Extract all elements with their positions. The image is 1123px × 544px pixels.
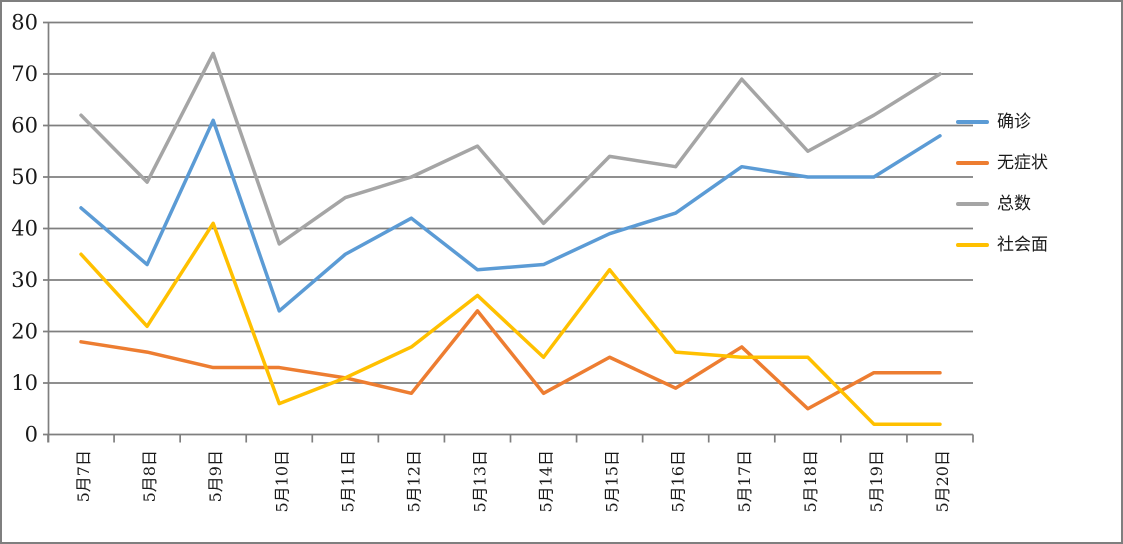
x-axis-label: 5月13日	[470, 450, 489, 513]
chart-legend: 确诊 无症状 总数 社会面	[956, 112, 1048, 255]
legend-item-total: 总数	[956, 194, 1048, 214]
series-line-2	[79, 51, 942, 246]
x-axis-label: 5月11日	[338, 450, 357, 513]
x-axis-label: 5月18日	[801, 450, 820, 513]
x-axis-label: 5月19日	[867, 450, 886, 513]
x-axis-label: 5月17日	[735, 450, 754, 513]
x-axis-label: 5月8日	[140, 450, 159, 502]
series-line-0	[79, 118, 942, 313]
legend-swatch-confirmed	[956, 120, 989, 124]
x-axis-label: 5月16日	[669, 450, 688, 513]
x-axis-label: 5月7日	[74, 450, 93, 502]
legend-label-community: 社会面	[997, 235, 1048, 255]
y-axis-label: 30	[11, 268, 38, 292]
legend-swatch-total	[956, 202, 989, 206]
x-axis-label: 5月10日	[272, 450, 291, 513]
x-axis-label: 5月12日	[404, 450, 423, 513]
x-axis-label: 5月9日	[206, 450, 225, 502]
y-axis-label: 40	[11, 217, 38, 241]
x-axis-label: 5月14日	[537, 450, 556, 513]
legend-swatch-asymptomatic	[956, 161, 989, 165]
series-line-1	[79, 309, 942, 411]
x-axis-label: 5月15日	[603, 450, 622, 513]
legend-label-asymptomatic: 无症状	[997, 153, 1048, 173]
y-axis-label: 60	[11, 114, 38, 138]
legend-item-community: 社会面	[956, 235, 1048, 255]
y-axis-label: 0	[25, 423, 38, 447]
y-axis-label: 80	[11, 11, 38, 35]
y-axis-label: 70	[11, 62, 38, 86]
y-axis-label: 50	[11, 165, 38, 189]
legend-item-asymptomatic: 无症状	[956, 153, 1048, 173]
legend-item-confirmed: 确诊	[956, 112, 1048, 132]
y-axis-label: 10	[11, 371, 38, 395]
series-line-3	[79, 221, 942, 426]
y-axis-label: 20	[11, 320, 38, 344]
legend-label-confirmed: 确诊	[997, 112, 1031, 132]
x-axis-label: 5月20日	[933, 450, 952, 513]
legend-label-total: 总数	[997, 194, 1031, 214]
legend-swatch-community	[956, 243, 989, 247]
